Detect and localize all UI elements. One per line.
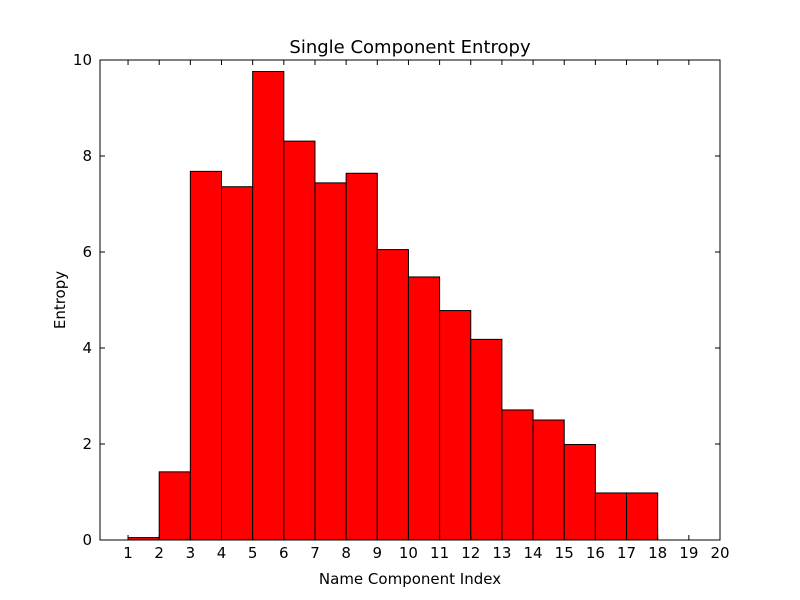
bar-4	[221, 186, 254, 541]
bar-12	[470, 338, 503, 541]
x-tick-label: 6	[279, 544, 289, 562]
y-tick-label: 6	[82, 243, 92, 261]
x-tick-label: 18	[648, 544, 667, 562]
x-tick-label: 7	[310, 544, 320, 562]
bar-11	[439, 310, 472, 541]
x-tick-label: 2	[154, 544, 164, 562]
y-tick-label: 8	[82, 147, 92, 165]
x-axis-label: Name Component Index	[319, 570, 501, 588]
plot-frame	[99, 59, 721, 541]
x-tick-label: 19	[679, 544, 698, 562]
x-tick-label: 10	[399, 544, 418, 562]
bar-16	[594, 492, 628, 541]
bar-2	[158, 471, 191, 541]
x-tick-label: 5	[248, 544, 258, 562]
bars-layer	[127, 71, 659, 541]
bar-3	[189, 170, 223, 541]
bar-9	[376, 249, 409, 541]
bar-17	[626, 492, 659, 541]
bar-7	[314, 182, 347, 541]
y-tick-label: 2	[82, 435, 92, 453]
x-tick-label: 13	[492, 544, 511, 562]
bar-8	[345, 172, 378, 541]
x-tick-label: 15	[555, 544, 574, 562]
bar-5	[252, 71, 285, 541]
x-tick-label: 17	[617, 544, 636, 562]
x-tick-label: 3	[186, 544, 196, 562]
y-tick-label: 10	[73, 51, 92, 69]
x-tick-label: 12	[461, 544, 480, 562]
bar-14	[532, 419, 565, 541]
x-tick-label: 8	[341, 544, 351, 562]
y-axis-label: Entropy	[51, 271, 69, 329]
x-tick-label: 4	[217, 544, 227, 562]
bar-15	[563, 443, 596, 541]
x-tick-label: 11	[430, 544, 449, 562]
y-tick-label: 4	[82, 339, 92, 357]
x-tick-label: 1	[123, 544, 133, 562]
x-tick-label: 9	[373, 544, 383, 562]
bar-6	[283, 140, 316, 541]
x-tick-label: 16	[586, 544, 605, 562]
y-tick-label: 0	[82, 531, 92, 549]
bar-10	[407, 276, 441, 541]
chart-title: Single Component Entropy	[289, 37, 531, 58]
x-tick-label: 14	[524, 544, 543, 562]
x-tick-label: 20	[710, 544, 729, 562]
bar-13	[501, 409, 534, 541]
